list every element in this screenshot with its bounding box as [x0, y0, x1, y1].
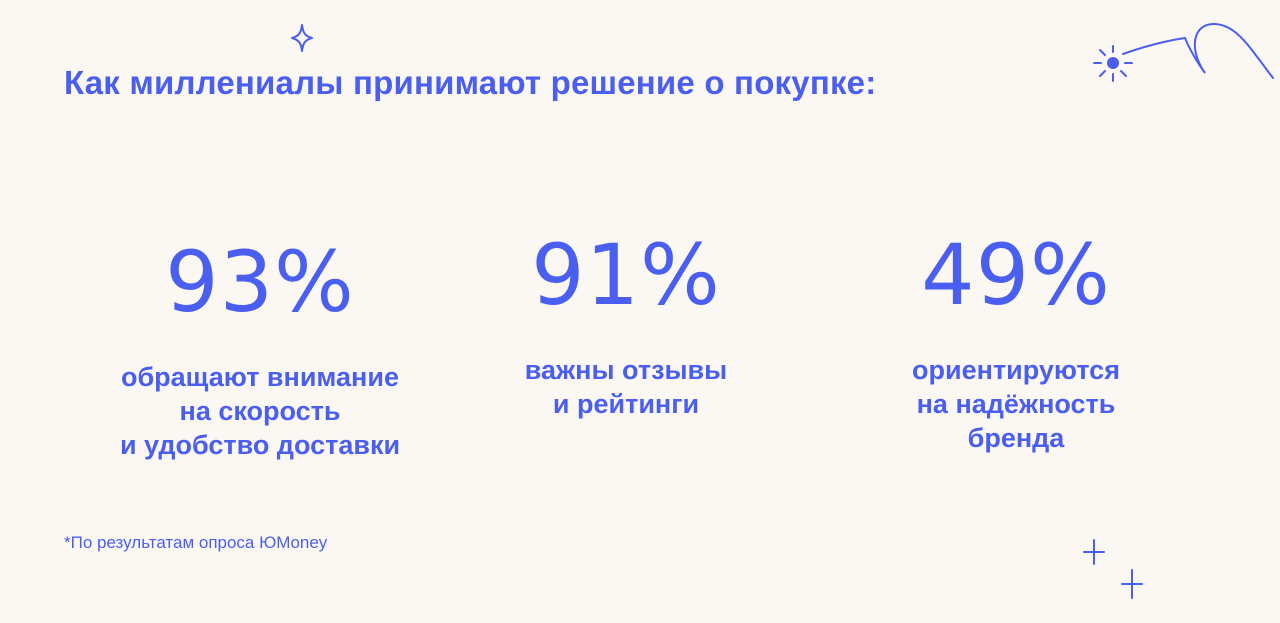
stat-value: 91% [531, 226, 721, 324]
stat-block: 49% ориентируются на надёжность бренда [816, 233, 1216, 455]
sparkle-icon [291, 24, 313, 52]
stat-description: обращают внимание на скорость и удобство… [119, 362, 401, 460]
stat-block: 93% обращают внимание на скорость и удоб… [60, 240, 460, 462]
footnote: *По результатам опроса ЮMoney [64, 533, 328, 552]
stat-value: 93% [165, 233, 355, 331]
stat-description: ориентируются на надёжность бренда [912, 355, 1120, 453]
stat-description: важны отзывы и рейтинги [524, 355, 728, 419]
stat-value: 49% [921, 226, 1111, 324]
sun-swirl-icon [1093, 22, 1274, 82]
plus-sparkle-icon [1083, 539, 1143, 599]
stat-block: 91% важны отзывы и рейтинги [436, 233, 816, 421]
page-title: Как миллениалы принимают решение о покуп… [64, 64, 877, 101]
